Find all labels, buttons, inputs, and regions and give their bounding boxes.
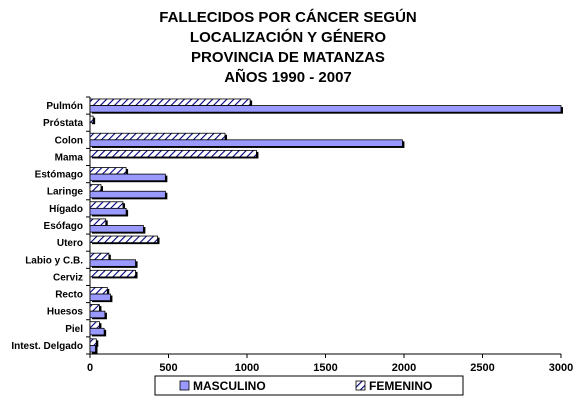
category-label: Huesos	[47, 307, 84, 318]
category-label: Pulmón	[46, 101, 83, 112]
bar-femenino-5	[89, 184, 102, 192]
bar-masculino-4	[89, 173, 166, 182]
category-label: Hígado	[49, 204, 83, 215]
category-label: Utero	[57, 238, 83, 249]
tick-labels: 0 500 1000 1500 2000 2500 3000	[87, 362, 573, 374]
bar-femenino-1	[89, 115, 94, 124]
x-tick-label: 3000	[549, 362, 573, 374]
title-line-3: AÑOS 1990 - 2007	[224, 68, 352, 86]
legend-box	[154, 375, 464, 396]
category-label: Mama	[55, 152, 84, 163]
bar-femenino-0	[89, 98, 251, 106]
bar-masculino-9	[89, 259, 136, 267]
bar-masculino-0	[89, 105, 562, 113]
bar-femenino-9	[89, 252, 110, 261]
legend-swatch-masculino	[179, 380, 190, 391]
bar-femenino-2	[89, 132, 226, 141]
category-label: Intest. Delgado	[11, 341, 83, 352]
bar-femenino-11	[89, 287, 108, 295]
bar-femenino-4	[89, 167, 127, 175]
bar-masculino-12	[89, 310, 106, 319]
bar-femenino-12	[89, 304, 100, 312]
bar-femenino-8	[89, 235, 158, 244]
category-label: Estómago	[35, 170, 83, 181]
category-label: Próstata	[43, 118, 83, 129]
bar-femenino-14	[89, 338, 97, 346]
legend: MASCULINO FEMENINO	[154, 375, 464, 396]
bar-femenino-13	[89, 321, 100, 329]
bar-femenino-3	[89, 149, 257, 158]
bar-shadow	[92, 117, 96, 125]
category-label: Colon	[55, 135, 83, 146]
category-labels: Pulmón Próstata Colon Mama Estómago Laringe Hí…	[11, 101, 83, 352]
x-tick-label: 0	[87, 362, 93, 374]
chart-title: FALLECIDOS POR CÁNCER SEGÚN LOCALIZACIÓN …	[159, 8, 417, 86]
title-line-2: PROVINCIA DE MATANZAS	[191, 49, 385, 66]
bars	[89, 98, 563, 354]
x-tick-label: 2500	[470, 362, 494, 374]
bar-femenino-6	[89, 201, 124, 209]
bar-masculino-5	[89, 190, 166, 199]
x-tick-label: 1000	[235, 362, 259, 374]
legend-label-femenino: FEMENINO	[369, 379, 432, 393]
bar-masculino-7	[89, 225, 144, 233]
bar-masculino-14	[89, 345, 96, 353]
bar-femenino-7	[89, 218, 107, 226]
x-tick-label: 500	[159, 362, 177, 374]
bar-femenino-10	[89, 269, 136, 278]
title-line-0: FALLECIDOS POR CÁNCER SEGÚN	[159, 8, 417, 26]
bar-masculino-13	[89, 327, 105, 336]
bar-masculino-2	[89, 139, 403, 147]
category-label: Labio y C.B.	[25, 255, 83, 266]
category-label: Piel	[65, 324, 83, 335]
category-label: Laringe	[47, 187, 84, 198]
title-line-1: LOCALIZACIÓN Y GÉNERO	[190, 28, 386, 46]
legend-label-masculino: MASCULINO	[193, 379, 266, 393]
x-tick-label: 2000	[392, 362, 416, 374]
category-label: Cerviz	[53, 272, 83, 283]
bar-masculino-6	[89, 207, 127, 216]
legend-swatch-femenino	[355, 380, 366, 391]
category-label: Recto	[55, 290, 83, 301]
x-tick-label: 1500	[313, 362, 337, 374]
bar-masculino-11	[89, 293, 111, 302]
category-label: Esófago	[44, 221, 83, 232]
